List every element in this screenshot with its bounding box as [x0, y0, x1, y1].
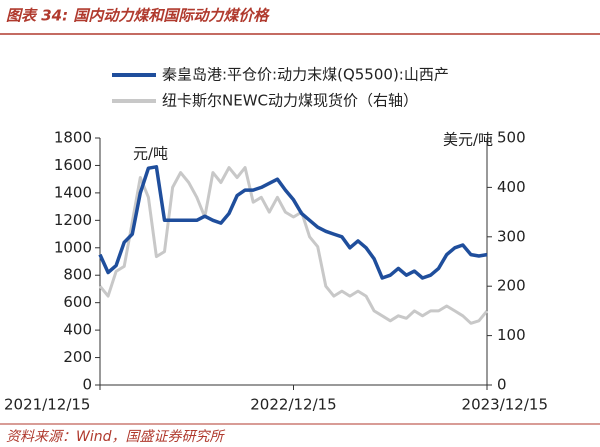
x-tick-label: 2023/12/15 [462, 396, 548, 414]
y-tick-label: 600 [63, 293, 92, 311]
x-tick-label: 2021/12/15 [4, 396, 90, 414]
y-tick-label: 1800 [54, 129, 92, 147]
y-tick-label: 1000 [54, 238, 92, 256]
y-tick-label: 400 [63, 321, 92, 339]
y2-tick-label: 0 [497, 376, 507, 394]
y-unit: 元/吨 [133, 145, 168, 163]
y-tick-label: 1200 [54, 211, 92, 229]
y-tick-label: 800 [63, 266, 92, 284]
y2-tick-label: 100 [497, 326, 526, 344]
chart-title: 图表 34: 国内动力煤和国际动力煤价格 [6, 7, 270, 25]
x-tick-label: 2022/12/15 [250, 396, 336, 414]
y2-tick-label: 200 [497, 277, 526, 295]
y-tick-label: 0 [82, 376, 92, 394]
legend-label: 纽卡斯尔NEWC动力煤现货价（右轴） [162, 92, 418, 110]
legend-label: 秦皇岛港:平仓价:动力末煤(Q5500):山西产 [162, 66, 449, 84]
source: 资料来源：Wind，国盛证券研究所 [6, 429, 225, 445]
y-tick-label: 1600 [54, 156, 92, 174]
y2-tick-label: 500 [497, 129, 526, 147]
y2-unit: 美元/吨 [443, 131, 493, 149]
y2-tick-label: 400 [497, 178, 526, 196]
y-tick-label: 200 [63, 348, 92, 366]
y2-tick-label: 300 [497, 227, 526, 245]
series-line [98, 165, 488, 280]
series-line [98, 166, 489, 325]
y-tick-label: 1400 [54, 183, 92, 201]
